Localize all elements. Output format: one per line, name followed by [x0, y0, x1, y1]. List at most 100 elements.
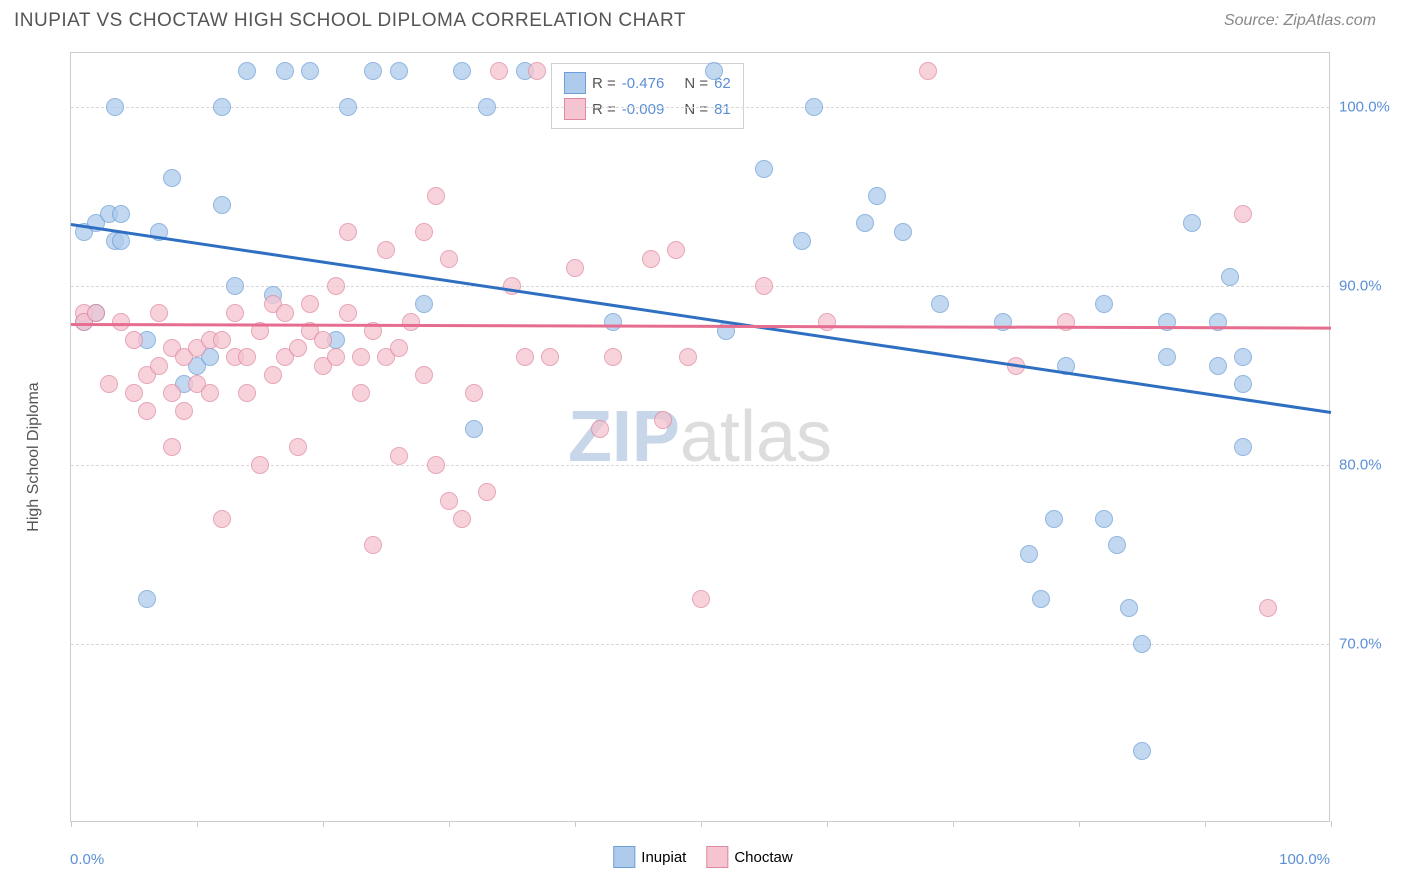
- x-axis-min-label: 0.0%: [70, 851, 104, 868]
- scatter-point: [440, 250, 458, 268]
- scatter-point: [465, 384, 483, 402]
- scatter-point: [856, 214, 874, 232]
- scatter-point: [604, 348, 622, 366]
- scatter-point: [755, 160, 773, 178]
- trendline: [71, 223, 1331, 413]
- scatter-point: [427, 456, 445, 474]
- legend-item-inupiat: Inupiat: [613, 846, 686, 868]
- scatter-point: [390, 62, 408, 80]
- scatter-point: [1158, 348, 1176, 366]
- scatter-point: [213, 510, 231, 528]
- source-attribution: Source: ZipAtlas.com: [1224, 12, 1376, 30]
- scatter-point: [541, 348, 559, 366]
- scatter-point: [1234, 205, 1252, 223]
- x-tick: [827, 821, 828, 827]
- scatter-point: [213, 331, 231, 349]
- x-tick: [323, 821, 324, 827]
- scatter-point: [654, 411, 672, 429]
- scatter-point: [100, 375, 118, 393]
- scatter-point: [415, 223, 433, 241]
- y-tick-label: 90.0%: [1339, 277, 1399, 294]
- n-value-choctaw: 81: [714, 101, 731, 118]
- swatch-inupiat: [564, 72, 586, 94]
- scatter-point: [213, 196, 231, 214]
- source-name: ZipAtlas.com: [1284, 12, 1376, 29]
- scatter-point: [919, 62, 937, 80]
- scatter-point: [478, 98, 496, 116]
- scatter-point: [150, 304, 168, 322]
- scatter-point: [1259, 599, 1277, 617]
- scatter-point: [516, 348, 534, 366]
- scatter-point: [1209, 357, 1227, 375]
- source-label: Source:: [1224, 12, 1284, 29]
- scatter-point: [301, 62, 319, 80]
- plot-area: ZIPatlas R = -0.476 N = 62 R = -0.009 N …: [70, 52, 1330, 822]
- scatter-point: [327, 348, 345, 366]
- scatter-point: [138, 590, 156, 608]
- n-label: N =: [684, 101, 708, 118]
- y-axis-title: High School Diploma: [25, 382, 43, 531]
- scatter-point: [1183, 214, 1201, 232]
- x-tick: [1079, 821, 1080, 827]
- scatter-point: [415, 295, 433, 313]
- scatter-point: [125, 331, 143, 349]
- gridline: [71, 286, 1329, 287]
- scatter-point: [591, 420, 609, 438]
- scatter-point: [352, 384, 370, 402]
- swatch-choctaw-bottom: [706, 846, 728, 868]
- scatter-point: [1108, 536, 1126, 554]
- scatter-point: [604, 313, 622, 331]
- scatter-point: [364, 536, 382, 554]
- scatter-point: [1095, 295, 1113, 313]
- scatter-point: [868, 187, 886, 205]
- scatter-point: [390, 339, 408, 357]
- scatter-point: [679, 348, 697, 366]
- scatter-point: [1020, 545, 1038, 563]
- scatter-point: [440, 492, 458, 510]
- scatter-point: [465, 420, 483, 438]
- scatter-point: [352, 348, 370, 366]
- scatter-point: [453, 510, 471, 528]
- scatter-point: [112, 205, 130, 223]
- scatter-point: [478, 483, 496, 501]
- scatter-point: [793, 232, 811, 250]
- scatter-point: [364, 62, 382, 80]
- chart-header: INUPIAT VS CHOCTAW HIGH SCHOOL DIPLOMA C…: [0, 0, 1406, 42]
- scatter-point: [112, 313, 130, 331]
- scatter-point: [1234, 438, 1252, 456]
- x-axis-max-label: 100.0%: [1279, 851, 1330, 868]
- scatter-point: [755, 277, 773, 295]
- scatter-point: [1133, 635, 1151, 653]
- scatter-point: [490, 62, 508, 80]
- scatter-point: [276, 304, 294, 322]
- scatter-point: [339, 98, 357, 116]
- scatter-point: [175, 402, 193, 420]
- r-value-choctaw: -0.009: [622, 101, 665, 118]
- swatch-inupiat-bottom: [613, 846, 635, 868]
- x-tick: [71, 821, 72, 827]
- scatter-point: [692, 590, 710, 608]
- scatter-point: [264, 366, 282, 384]
- chart-container: High School Diploma ZIPatlas R = -0.476 …: [0, 42, 1406, 872]
- scatter-point: [667, 241, 685, 259]
- scatter-point: [1120, 599, 1138, 617]
- scatter-point: [705, 62, 723, 80]
- scatter-point: [1045, 510, 1063, 528]
- scatter-point: [276, 62, 294, 80]
- x-tick: [953, 821, 954, 827]
- scatter-point: [238, 62, 256, 80]
- x-tick: [449, 821, 450, 827]
- scatter-point: [1032, 590, 1050, 608]
- scatter-point: [226, 304, 244, 322]
- series-name-choctaw: Choctaw: [734, 849, 792, 866]
- scatter-point: [289, 438, 307, 456]
- scatter-point: [894, 223, 912, 241]
- scatter-point: [1221, 268, 1239, 286]
- scatter-point: [327, 277, 345, 295]
- scatter-point: [150, 357, 168, 375]
- scatter-point: [818, 313, 836, 331]
- scatter-point: [390, 447, 408, 465]
- scatter-point: [301, 295, 319, 313]
- scatter-point: [1133, 742, 1151, 760]
- scatter-point: [339, 223, 357, 241]
